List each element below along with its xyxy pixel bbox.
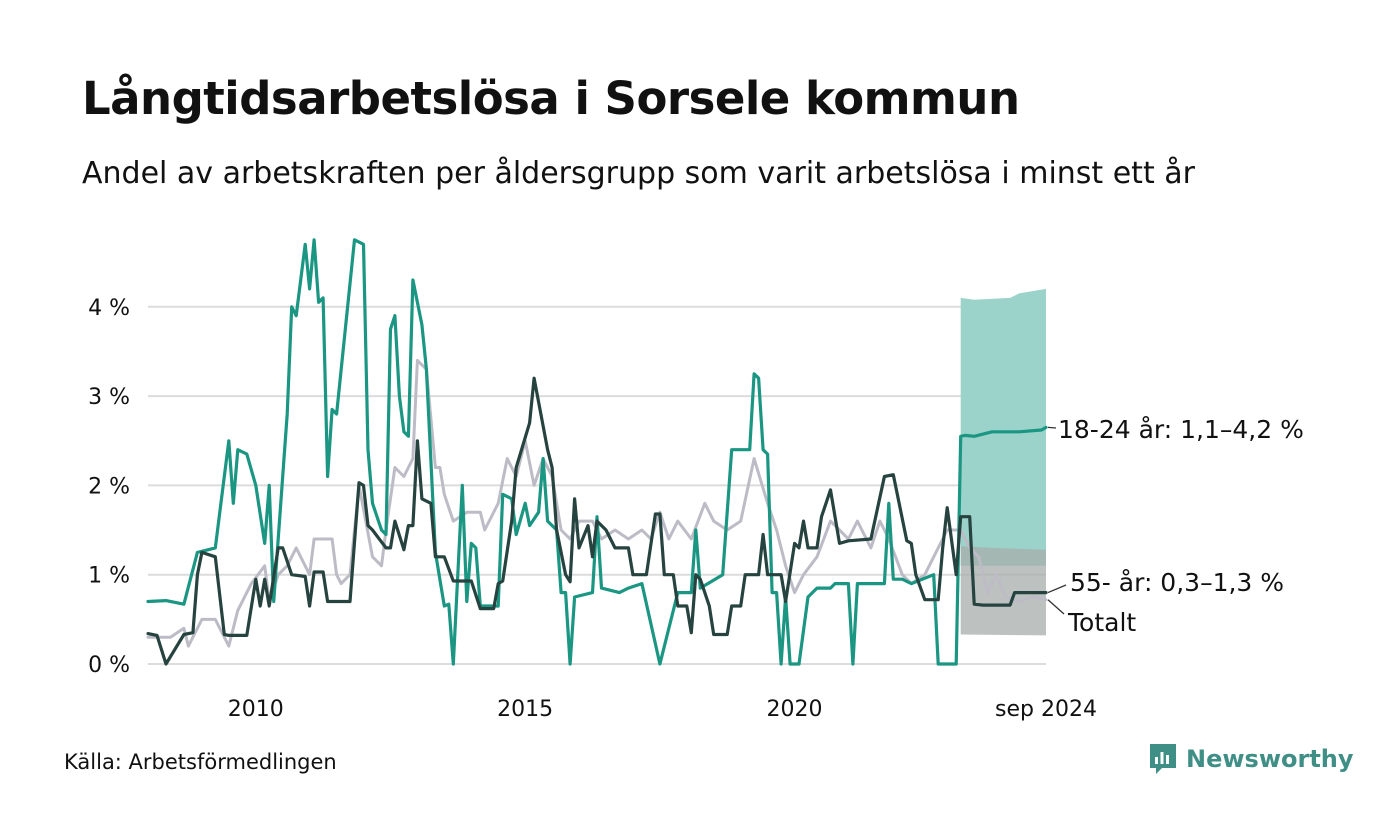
newsworthy-logo-icon — [1150, 744, 1176, 774]
series-label: 18-24 år: 1,1–4,2 % — [1058, 415, 1304, 444]
logo-text: Newsworthy — [1186, 745, 1354, 773]
y-tick-label: 0 % — [88, 653, 130, 678]
x-tick-label: 2010 — [228, 697, 284, 722]
range-band-18-24 — [960, 288, 1046, 566]
y-axis-ticks: 0 % 1 % 2 % 3 % 4 % — [88, 296, 130, 678]
line-18-24 — [146, 238, 1048, 666]
chart-title: Långtidsarbetslösa i Sorsele kommun — [82, 72, 1020, 125]
label-leader-line — [1047, 599, 1065, 615]
x-axis-ticks: 2010 2015 2020 sep 2024 — [228, 697, 1097, 722]
label-leader-line — [1047, 426, 1057, 429]
chart-subtitle: Andel av arbetskraften per åldersgrupp s… — [82, 156, 1195, 191]
line-55 — [146, 376, 1048, 666]
x-tick-label: 2015 — [497, 697, 553, 722]
series-label: Totalt — [1067, 608, 1136, 637]
label-leader-line — [1047, 584, 1067, 594]
y-tick-label: 2 % — [88, 474, 130, 499]
y-tick-label: 4 % — [88, 296, 130, 321]
y-tick-label: 3 % — [88, 385, 130, 410]
source-note: Källa: Arbetsförmedlingen — [64, 750, 337, 774]
series-label: 55- år: 0,3–1,3 % — [1070, 568, 1284, 597]
x-tick-label: 2020 — [767, 697, 823, 722]
x-tick-label: sep 2024 — [995, 697, 1097, 722]
series-labels: 18-24 år: 1,1–4,2 % 55- år: 0,3–1,3 % Tota… — [1047, 415, 1304, 637]
newsworthy-logo: Newsworthy — [1148, 742, 1354, 776]
line-totalt — [146, 358, 1048, 648]
y-tick-label: 1 % — [88, 564, 130, 589]
series-lines — [146, 238, 1048, 666]
